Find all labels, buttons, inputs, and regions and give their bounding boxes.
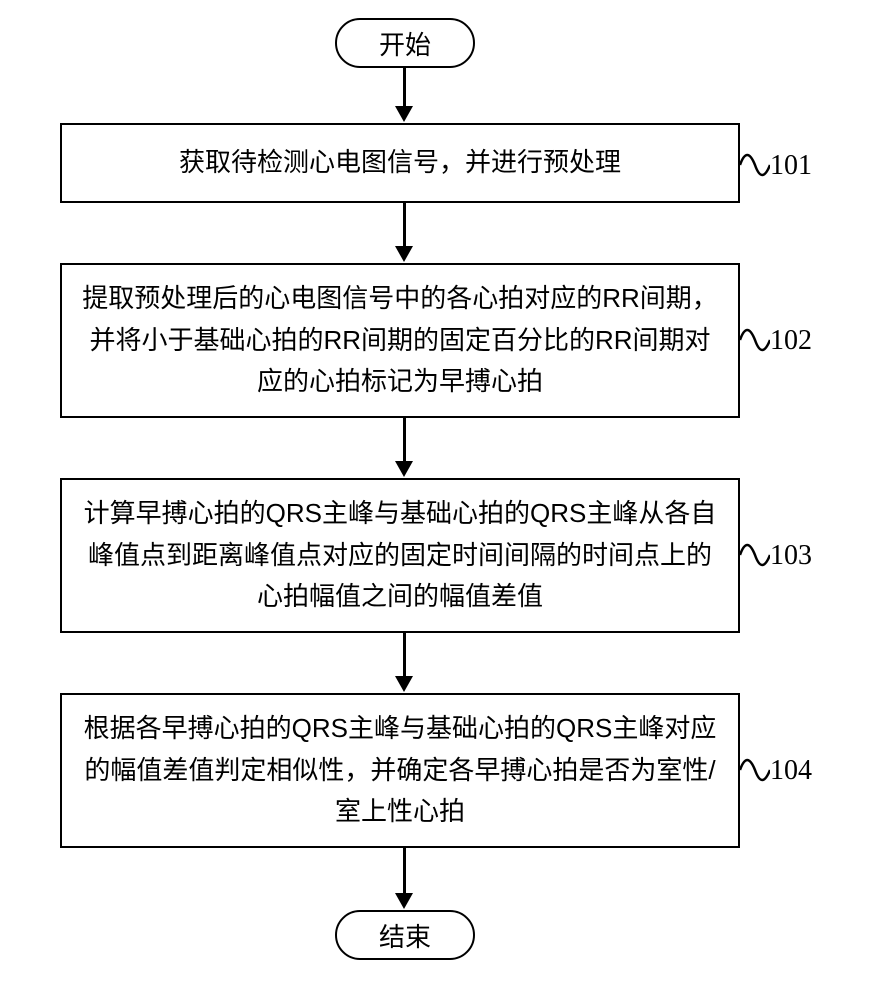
end-label: 结束 xyxy=(379,917,431,954)
edge-102-103 xyxy=(403,418,406,463)
process-102-text: 提取预处理后的心电图信号中的各心拍对应的RR间期，并将小于基础心拍的RR间期的固… xyxy=(82,278,718,403)
arrowhead-104-end xyxy=(395,893,413,909)
step-label-103: 103 xyxy=(770,540,812,572)
step-label-101: 101 xyxy=(770,150,812,182)
arrowhead-103-104 xyxy=(395,676,413,692)
process-103: 计算早搏心拍的QRS主峰与基础心拍的QRS主峰从各自峰值点到距离峰值点对应的固定… xyxy=(60,478,740,633)
wave-connector-101 xyxy=(740,145,770,185)
start-label: 开始 xyxy=(379,25,431,62)
process-103-text: 计算早搏心拍的QRS主峰与基础心拍的QRS主峰从各自峰值点到距离峰值点对应的固定… xyxy=(82,493,718,618)
process-104: 根据各早搏心拍的QRS主峰与基础心拍的QRS主峰对应的幅值差值判定相似性，并确定… xyxy=(60,693,740,848)
edge-101-102 xyxy=(403,203,406,248)
edge-104-end xyxy=(403,848,406,896)
process-101-text: 获取待检测心电图信号，并进行预处理 xyxy=(179,142,621,184)
step-label-102: 102 xyxy=(770,325,812,357)
process-104-text: 根据各早搏心拍的QRS主峰与基础心拍的QRS主峰对应的幅值差值判定相似性，并确定… xyxy=(82,708,718,833)
step-label-104: 104 xyxy=(770,755,812,787)
arrowhead-101-102 xyxy=(395,246,413,262)
flowchart-container: 开始 获取待检测心电图信号，并进行预处理 101 提取预处理后的心电图信号中的各… xyxy=(0,0,872,1000)
edge-103-104 xyxy=(403,633,406,678)
wave-connector-102 xyxy=(740,320,770,360)
process-102: 提取预处理后的心电图信号中的各心拍对应的RR间期，并将小于基础心拍的RR间期的固… xyxy=(60,263,740,418)
arrowhead-start-101 xyxy=(395,106,413,122)
start-node: 开始 xyxy=(335,18,475,68)
wave-connector-104 xyxy=(740,750,770,790)
arrowhead-102-103 xyxy=(395,461,413,477)
wave-connector-103 xyxy=(740,535,770,575)
edge-start-101 xyxy=(403,68,406,108)
end-node: 结束 xyxy=(335,910,475,960)
process-101: 获取待检测心电图信号，并进行预处理 xyxy=(60,123,740,203)
